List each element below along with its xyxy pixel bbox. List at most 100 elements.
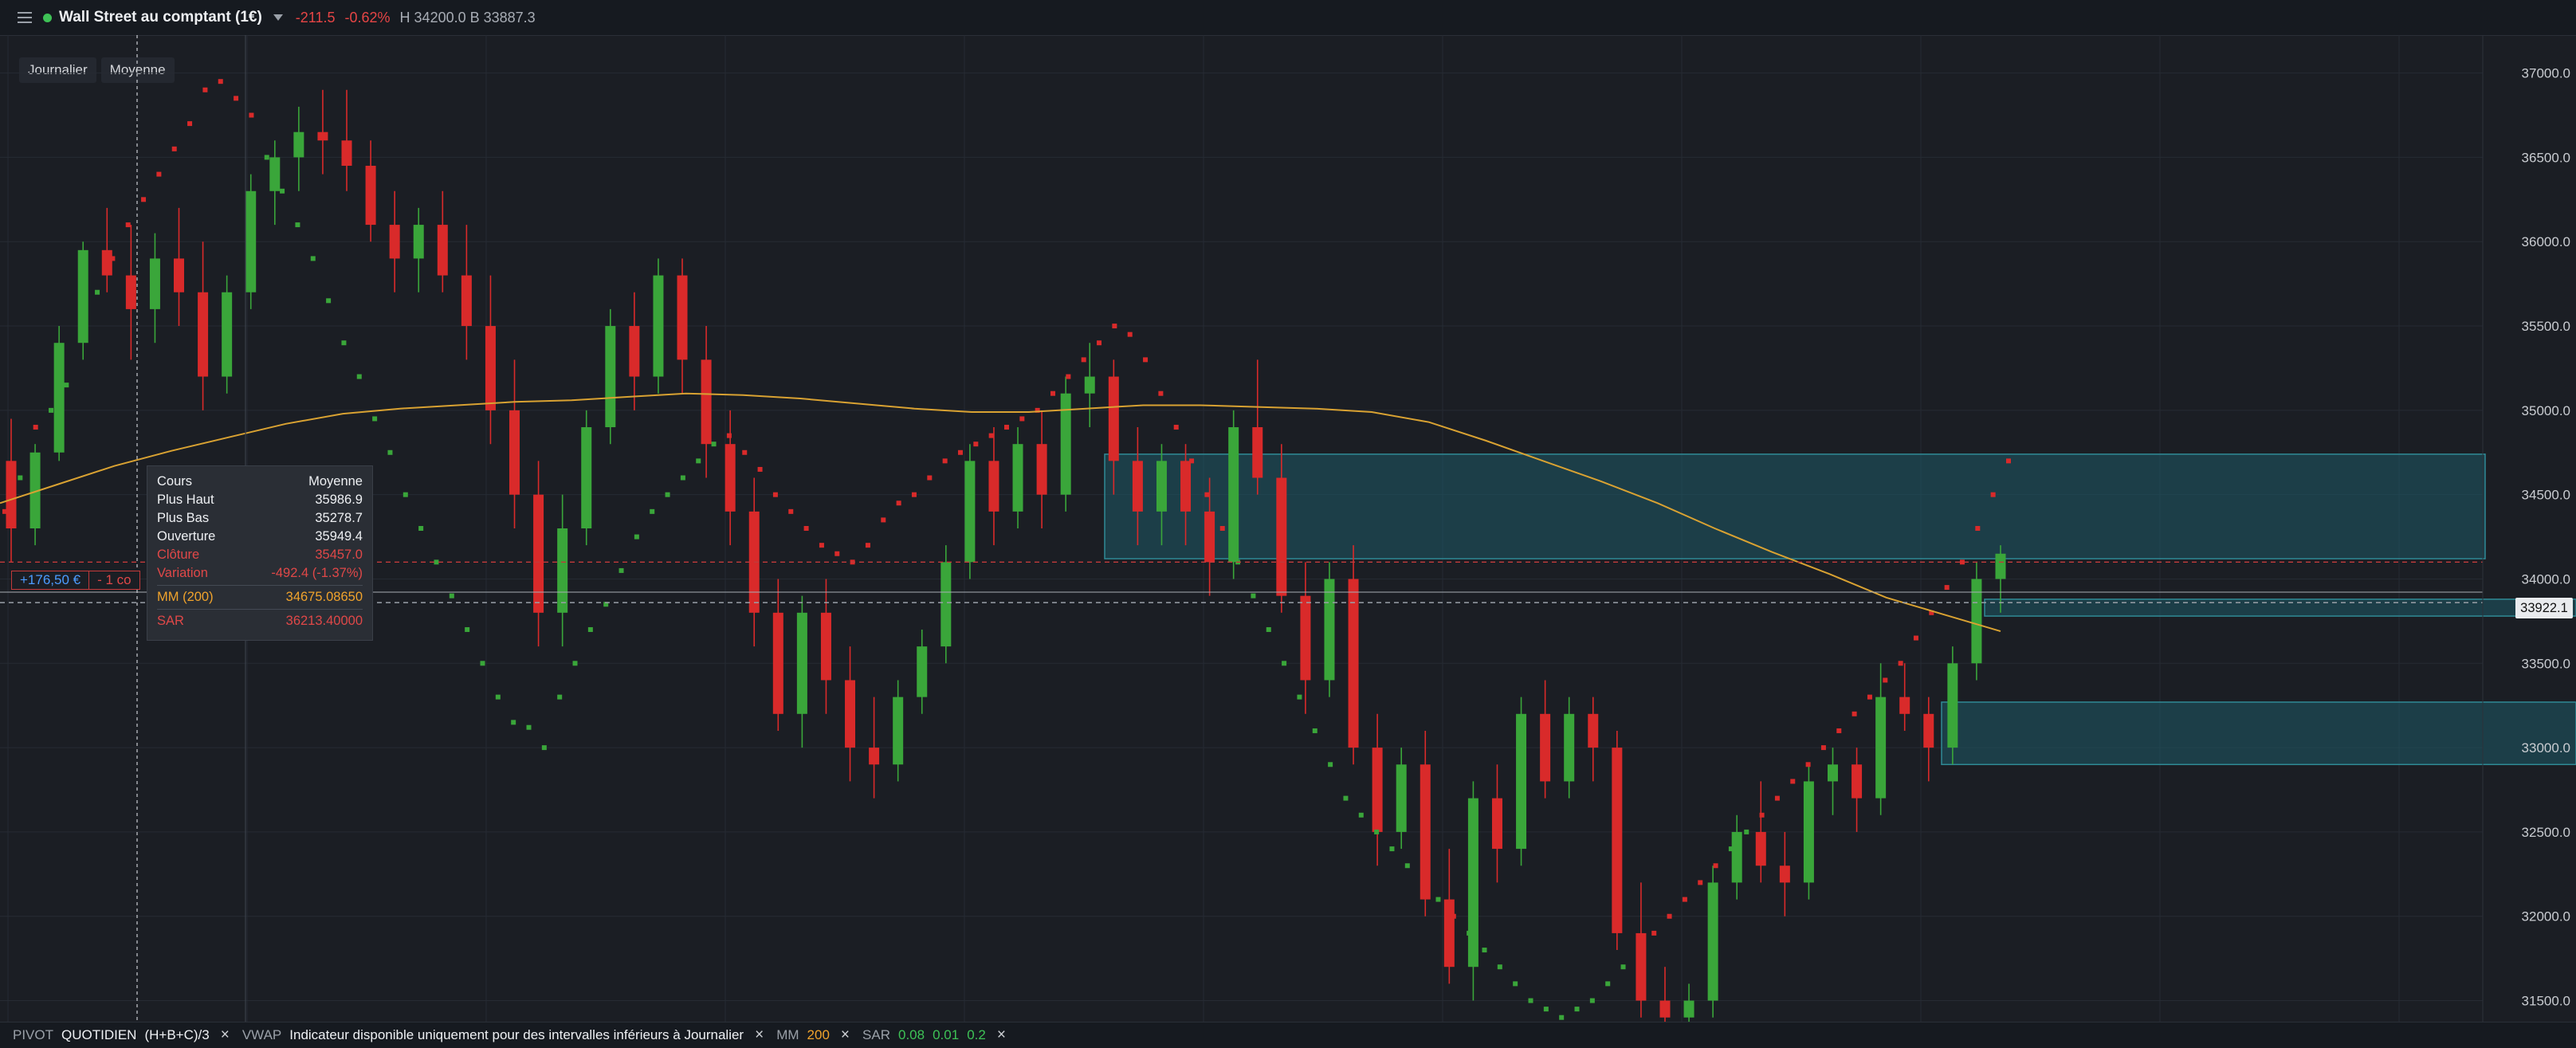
sar-point: [341, 340, 347, 346]
candle-body: [1875, 697, 1887, 799]
tooltip-open-value: 35949.4: [315, 529, 363, 544]
candle-body: [796, 612, 807, 714]
chart-grid: [0, 35, 2483, 1022]
candle-body: [1060, 393, 1071, 495]
candle-body: [533, 494, 544, 613]
sar-point: [1713, 863, 1718, 869]
sar-point: [141, 197, 147, 202]
sar-point: [911, 492, 917, 497]
sar-point: [1173, 425, 1179, 430]
chart-type-selector-button[interactable]: Moyenne: [100, 57, 175, 83]
pivot-period: QUOTIDIEN: [61, 1027, 137, 1042]
support-zone: [1941, 701, 2576, 766]
sar-point: [1343, 795, 1349, 801]
candle-body: [1852, 764, 1863, 799]
position-quantity: - 1 co: [88, 571, 139, 589]
sar-point: [988, 433, 994, 438]
sar-point: [865, 543, 870, 548]
candle-body: [893, 697, 904, 765]
indicator-pivot[interactable]: PIVOT QUOTIDIEN (H+B+C)/3 ×: [13, 1026, 230, 1044]
sar-point: [1404, 863, 1410, 869]
sar-point: [772, 492, 778, 497]
sar-point: [1497, 964, 1502, 970]
sar-point: [187, 121, 193, 127]
sar-point: [819, 543, 824, 548]
sar-point: [1698, 880, 1703, 885]
sar-point: [1467, 930, 1472, 936]
candle-body: [245, 190, 257, 292]
price-tick-label: 32000.0: [2522, 909, 2570, 924]
chevron-down-icon[interactable]: [273, 14, 283, 21]
candle-body: [365, 166, 376, 226]
candle-body: [1612, 748, 1623, 933]
sar-point: [1589, 998, 1595, 1003]
sar-point: [1929, 610, 1934, 615]
sar-point: [1066, 374, 1071, 379]
indicator-sar[interactable]: SAR 0.08 0.01 0.2 ×: [862, 1026, 1006, 1044]
instrument-name[interactable]: Wall Street au comptant (1€): [59, 9, 262, 26]
sar-point: [1297, 694, 1302, 700]
candle-body: [389, 225, 400, 259]
candle-body: [1180, 461, 1192, 512]
sar-point: [110, 256, 116, 261]
period-selector-button[interactable]: Journalier: [19, 57, 96, 83]
sar-point: [665, 492, 670, 497]
sar-point: [249, 112, 254, 118]
candle-body: [413, 225, 424, 259]
indicator-vwap[interactable]: VWAP Indicateur disponible uniquement po…: [242, 1026, 764, 1044]
tooltip-header-label: Cours: [157, 474, 193, 489]
price-tick-label: 37000.0: [2522, 66, 2570, 81]
candle-body: [1372, 748, 1383, 832]
sar-point: [495, 694, 501, 700]
sar-point: [587, 626, 593, 632]
price-tick-label: 33000.0: [2522, 740, 2570, 756]
close-icon[interactable]: ×: [755, 1026, 764, 1043]
candle-body: [149, 258, 160, 309]
close-icon[interactable]: ×: [996, 1026, 1006, 1043]
hamburger-menu-icon[interactable]: [18, 12, 32, 23]
price-tick-label: 34000.0: [2522, 571, 2570, 587]
sar-point: [1374, 829, 1380, 834]
sar-point: [1219, 526, 1225, 531]
sar-point: [1189, 458, 1195, 464]
sar-point: [234, 96, 239, 101]
candle-body: [1348, 579, 1359, 748]
sar-point: [1975, 526, 1981, 531]
close-icon[interactable]: ×: [840, 1026, 850, 1043]
sar-point: [1420, 880, 1426, 885]
sar-point: [1759, 812, 1765, 818]
sar-point: [1620, 964, 1626, 970]
candle-body: [53, 343, 65, 453]
candle-body: [1588, 713, 1599, 748]
sar-point: [896, 500, 901, 506]
sar-point: [834, 551, 840, 556]
candle-body: [1947, 663, 1958, 748]
candle-body: [964, 461, 976, 563]
sar-point: [1867, 694, 1872, 700]
price-chart[interactable]: 37000.0 36500.0 36000.0 35500.0 35000.0 34500…: [0, 35, 2576, 1022]
sar-point: [634, 534, 639, 540]
candle-body: [1132, 461, 1143, 512]
sar-point: [1667, 913, 1672, 919]
sar-point: [1451, 913, 1456, 919]
sar-point: [788, 508, 794, 514]
sar-point: [1898, 661, 1903, 666]
price-tick-label: 36000.0: [2522, 234, 2570, 249]
candle-body: [772, 612, 783, 714]
tooltip-open-label: Ouverture: [157, 529, 216, 544]
pivot-label: PIVOT: [13, 1027, 54, 1042]
candle-body: [485, 326, 496, 410]
candle-body: [6, 461, 17, 528]
daily-change-percent: -0.62%: [344, 9, 391, 26]
open-position-tag[interactable]: +176,50 € - 1 co: [11, 571, 140, 590]
sar-point: [79, 332, 84, 337]
instrument-header: Wall Street au comptant (1€) -211.5 -0.6…: [0, 0, 2576, 36]
tooltip-low-value: 35278.7: [315, 511, 363, 525]
indicator-mm[interactable]: MM 200 ×: [776, 1026, 850, 1044]
mm-label: MM: [776, 1027, 799, 1042]
sar-point: [1913, 635, 1918, 641]
candle-body: [940, 562, 952, 647]
close-icon[interactable]: ×: [220, 1026, 230, 1043]
sar-point: [973, 442, 979, 447]
sar-point: [650, 508, 655, 514]
